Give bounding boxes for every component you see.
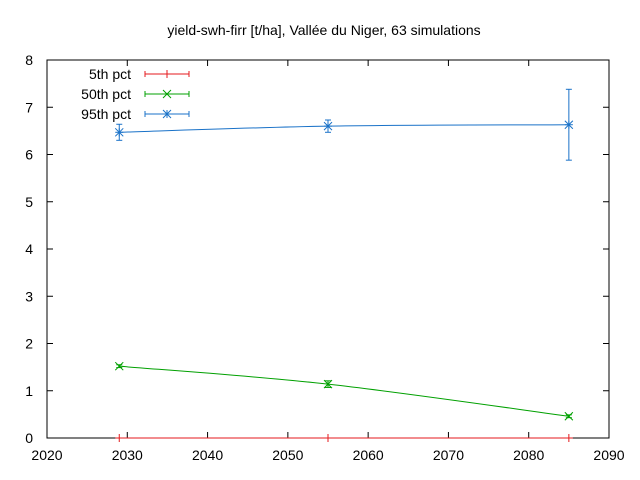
series-line [119, 365, 569, 417]
data-point [564, 120, 574, 130]
x-tick-label: 2030 [112, 447, 143, 463]
x-tick-label: 2020 [31, 447, 62, 463]
marker-stroke [114, 127, 124, 137]
marker-stroke [323, 121, 333, 131]
x-tick-label: 2050 [272, 447, 303, 463]
legend-marker [162, 109, 172, 119]
chart-title: yield-swh-firr [t/ha], Vallée du Niger, … [167, 22, 480, 38]
data-point [323, 379, 333, 389]
y-tick-label: 6 [25, 147, 33, 163]
data-point [114, 127, 124, 137]
data-point [564, 434, 573, 442]
series-50th-pct [114, 361, 574, 421]
y-tick-label: 2 [25, 336, 33, 352]
y-tick-label: 4 [25, 241, 33, 257]
legend-label: 50th pct [81, 86, 131, 102]
legend-label: 95th pct [81, 106, 131, 122]
marker-stroke [564, 120, 574, 130]
series-layer [114, 88, 574, 442]
y-axis: 0 1 2 3 4 5 6 7 8 [25, 52, 609, 446]
data-point [114, 361, 124, 371]
data-point [323, 121, 333, 131]
marker-stroke [162, 89, 172, 99]
y-tick-label: 7 [25, 99, 33, 115]
x-tick-label: 2070 [433, 447, 464, 463]
y-tick-label: 8 [25, 52, 33, 68]
legend-marker [163, 70, 171, 78]
legend-label: 5th pct [89, 66, 131, 82]
marker-stroke [114, 361, 124, 371]
marker-stroke [323, 379, 333, 389]
series-95th-pct [114, 88, 574, 161]
x-tick-label: 2060 [353, 447, 384, 463]
marker-stroke [162, 109, 172, 119]
y-tick-label: 5 [25, 194, 33, 210]
series-line [119, 124, 569, 133]
x-tick-label: 2080 [513, 447, 544, 463]
legend: 5th pct 50th pct 95th pct [81, 66, 190, 122]
y-tick-label: 1 [25, 383, 33, 399]
legend-marker [162, 89, 172, 99]
data-point [564, 411, 574, 421]
data-point [324, 434, 332, 442]
series-5th-pct [115, 434, 573, 442]
data-point [115, 434, 124, 442]
marker-stroke [564, 411, 574, 421]
x-axis: 2020 2030 2040 2050 2060 2070 2080 2090 [31, 60, 625, 463]
x-tick-label: 2040 [192, 447, 223, 463]
y-tick-label: 0 [25, 430, 33, 446]
x-tick-label: 2090 [593, 447, 624, 463]
y-tick-label: 3 [25, 288, 33, 304]
